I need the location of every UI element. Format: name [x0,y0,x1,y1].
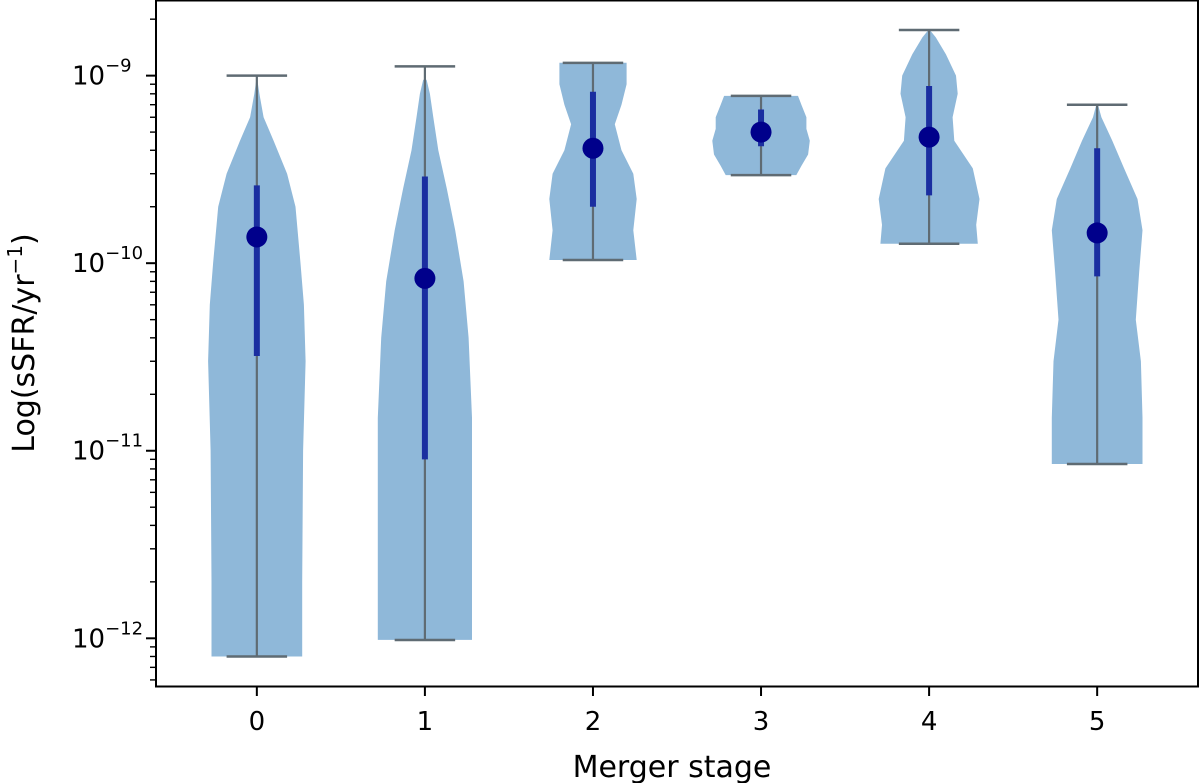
y-tick-label: 10−9 [72,56,132,92]
violin-stage-4 [878,28,980,245]
y-tick-label: 10−11 [72,431,143,467]
violin-layer [208,28,1143,658]
median-marker [750,121,772,143]
axis-ticks: 0 1 2 3 4 5 10−12 10−11 10−10 10−9 [72,18,1106,737]
violin-stage-2 [549,61,637,262]
violin-stage-1 [377,65,472,642]
x-tick-label: 5 [1089,707,1106,737]
median-marker [246,226,268,248]
median-marker [414,267,436,289]
x-tick-label: 2 [585,707,602,737]
median-marker [582,137,604,159]
plot-frame [155,0,1199,688]
y-axis-label: Log(sSFR/yr−1) [3,233,42,452]
y-axis-label-exp: −1 [3,245,27,274]
violin-stage-3 [712,94,810,177]
x-tick-label: 1 [417,707,434,737]
x-tick-label: 0 [249,707,266,737]
x-axis-label: Merger stage [573,750,772,783]
violin-stage-0 [208,74,306,658]
y-axis-label-close: ) [7,233,42,245]
x-tick-label: 3 [753,707,770,737]
y-tick-label: 10−12 [72,618,143,654]
y-tick-label: 10−10 [72,243,143,279]
median-marker [1086,222,1108,244]
violin-stage-5 [1051,103,1143,466]
x-tick-label: 4 [921,707,938,737]
y-axis-label-main: Log(sSFR/yr [7,274,42,453]
median-marker [918,126,940,148]
